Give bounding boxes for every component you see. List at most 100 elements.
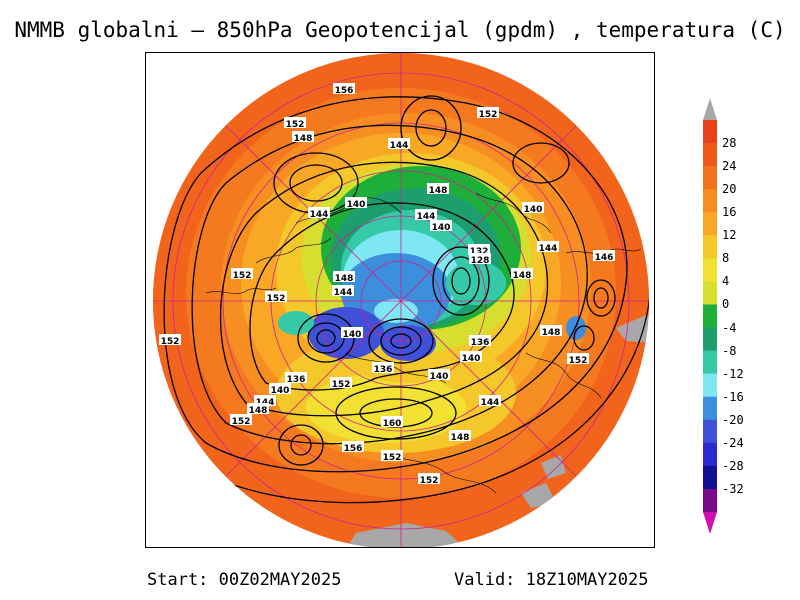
contour-label: 156 [335,86,354,96]
contour-label-bg [381,450,403,461]
contour-label: 156 [344,444,363,454]
contour-label-bg [247,403,269,414]
colorbar-label: -4 [722,320,737,335]
contour-label: 152 [479,110,498,120]
contour-label: 152 [420,476,439,486]
contour-label: 148 [249,406,268,416]
contour-label: 160 [383,419,402,429]
contour-label-bg [415,209,437,220]
contour-label: 148 [451,433,470,443]
colorbar-band [703,327,717,352]
contour-label-bg [460,351,482,362]
colorbar-label: -20 [722,412,744,427]
colorbar-band [703,281,717,305]
contour-label-bg [449,430,471,441]
colorbar-label: 8 [722,251,730,266]
colorbar-band [703,235,717,259]
contour-label-bg [381,416,403,427]
height-contours [163,95,649,504]
contour-label-bg [333,271,355,282]
contour-label: 144 [390,141,409,151]
colorbar-band [703,304,717,329]
colorbar-band [703,488,717,513]
contour-label-bg [537,241,559,252]
colorbar-band [703,373,717,398]
contour-label: 144 [481,398,500,408]
colorbar-band [703,120,717,144]
contour-label-bg [522,202,544,213]
contour-label: 146 [595,253,614,263]
contour-label: 152 [232,417,251,427]
colorbar-label: 20 [722,182,737,197]
contour-label: 148 [335,274,354,284]
contour-label: 152 [161,337,180,347]
contour-label-bg [511,268,533,279]
contour-label: 136 [287,375,306,385]
colorbar-band [703,442,717,467]
contour-label: 152 [383,453,402,463]
contour-label: 140 [271,386,290,396]
contour-label-bg [254,395,276,406]
colorbar-label: 12 [722,228,737,243]
contour-label: 152 [569,356,588,366]
graticule [153,53,649,547]
colorbar-band [703,396,717,421]
contour-label-bg [593,250,615,261]
map-frame: 156 152 148 152 144 148 140 144 144 140 140 144 146 1… [145,52,655,548]
contour-label-bg [540,325,562,336]
contour-label-bg [230,414,252,425]
colorbar-bottom-arrow [703,512,717,534]
contour-label: 140 [347,200,366,210]
contour-label-bg [388,138,410,149]
contour-label-bg [427,183,449,194]
contour-label: 136 [471,338,490,348]
contour-label: 152 [267,294,286,304]
colorbar-band [703,212,717,236]
colorbar-label: 0 [722,297,730,312]
colorbar-label: -24 [722,435,744,450]
contour-label-bg [372,362,394,373]
colorbar-band [703,189,717,213]
colorbar-band [703,166,717,190]
contour-label-bg [292,131,314,142]
colorbar-band [703,258,717,282]
contour-label-bg [341,327,363,338]
contour-label-bg [231,268,253,279]
colorbar-label: 16 [722,205,737,220]
colorbar-label: 24 [722,159,737,174]
contour-label: 140 [524,205,543,215]
contour-label-bg [430,220,452,231]
contour-label-bg [332,285,354,296]
colorbar-top-arrow [703,98,717,120]
contour-label: 144 [310,210,329,220]
contour-label-bg [469,335,491,346]
colorbar-label: 28 [722,136,737,151]
contour-label: 140 [462,354,481,364]
contour-label: 152 [332,380,351,390]
contour-label: 140 [343,330,362,340]
contour-label: 152 [233,271,252,281]
colorbar-label: -16 [722,389,744,404]
colorbar-band [703,143,717,167]
contour-label: 148 [513,271,532,281]
chart-title: NMMB globalni – 850hPa Geopotencijal (gp… [14,18,786,42]
contour-label-bg [265,291,287,302]
contour-label-bg [284,117,306,128]
contour-label-bg [428,369,450,380]
contour-label: 144 [334,288,353,298]
contour-label-bg [469,253,491,264]
contour-label: 148 [294,134,313,144]
contour-label-bg [468,244,490,255]
contour-label-bg [333,83,355,94]
contour-label-bg [308,207,330,218]
contour-label: 148 [542,328,561,338]
contour-label: 132 [470,247,489,257]
contour-label: 140 [430,372,449,382]
contour-label-bg [342,441,364,452]
contour-label-bg [418,473,440,484]
colorbar-band [703,419,717,444]
contour-label-bg [269,383,291,394]
contour-label: 148 [429,186,448,196]
contour-label-bg [345,197,367,208]
